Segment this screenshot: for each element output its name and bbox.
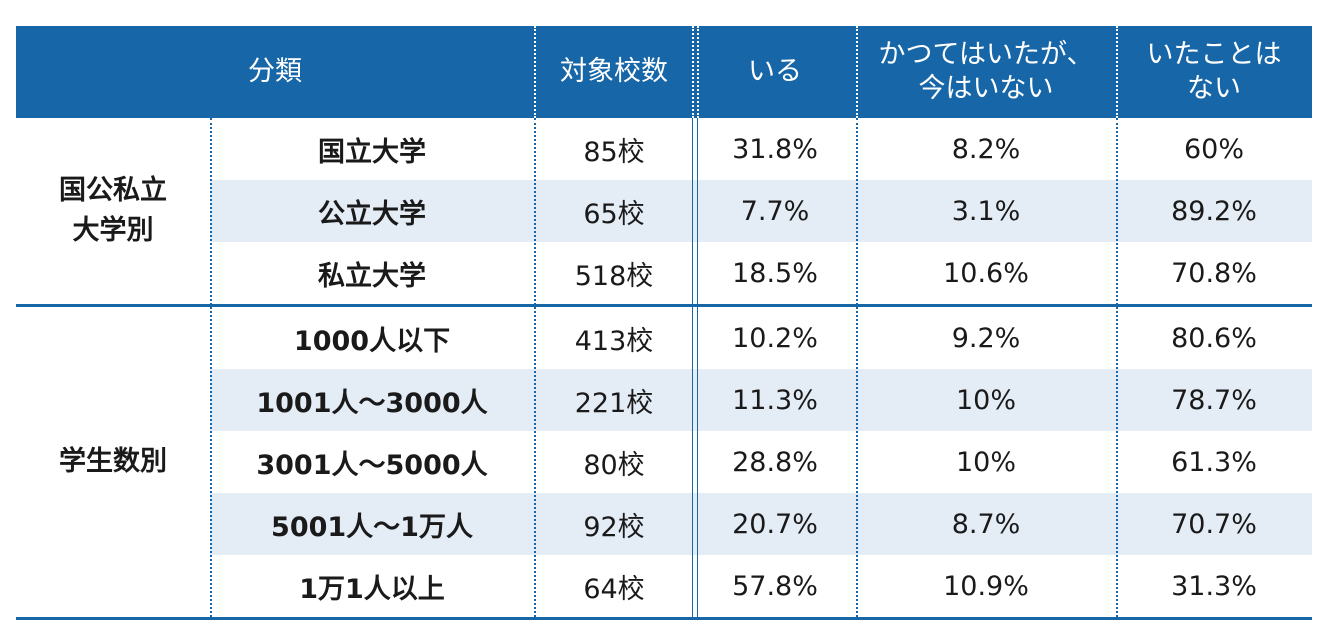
column-divider <box>534 118 536 617</box>
row-yes: 57.8% <box>732 570 818 602</box>
header-never-line1: いたことは <box>1146 39 1282 70</box>
header-never-line2: ない <box>1187 73 1241 104</box>
header-before: かつてはいたが、 今はいない <box>856 26 1116 118</box>
group-type-line2: 大学別 <box>72 215 154 246</box>
row-never: 70.8% <box>1171 257 1257 289</box>
row-before: 3.1% <box>951 195 1021 227</box>
row-yes: 11.3% <box>732 384 818 416</box>
row-yes: 31.8% <box>732 133 818 165</box>
row-before: 8.2% <box>951 133 1021 165</box>
header-before-line2: 今はいない <box>918 73 1054 104</box>
header-never: いたことは ない <box>1116 26 1312 118</box>
row-before: 9.2% <box>951 322 1021 354</box>
row-never: 31.3% <box>1171 570 1257 602</box>
row-yes: 18.5% <box>732 257 818 289</box>
row-before: 10% <box>955 384 1016 416</box>
table-bottom-rule <box>16 617 1312 620</box>
row-label: 公立大学 <box>318 198 426 230</box>
header-count-label: 対象校数 <box>560 56 668 87</box>
column-divider-double <box>692 118 698 617</box>
group-separator <box>16 304 1312 307</box>
header-category: 分類 <box>16 26 534 118</box>
row-never: 60% <box>1183 133 1244 165</box>
table-row: 5001人～1万人 92校 20.7% 8.7% 70.7% <box>210 493 1312 555</box>
row-never: 61.3% <box>1171 446 1257 478</box>
table-row: 国立大学 85校 31.8% 8.2% 60% <box>210 118 1312 180</box>
row-label: 1万1人以上 <box>299 573 445 605</box>
header-before-line1: かつてはいたが、 <box>878 39 1094 70</box>
header-category-label: 分類 <box>248 56 302 87</box>
group-size-line1: 学生数別 <box>59 446 167 477</box>
header-yes: いる <box>694 26 856 118</box>
row-yes: 10.2% <box>732 322 818 354</box>
row-label: 私立大学 <box>318 260 426 292</box>
row-count: 518校 <box>574 260 654 292</box>
row-count: 413校 <box>574 325 654 357</box>
header-divider <box>856 26 858 118</box>
row-label: 3001人～5000人 <box>256 449 488 481</box>
table-row: 公立大学 65校 7.7% 3.1% 89.2% <box>210 180 1312 242</box>
table-row: 1001人～3000人 221校 11.3% 10% 78.7% <box>210 369 1312 431</box>
row-count: 80校 <box>583 449 645 481</box>
row-count: 64校 <box>583 573 645 605</box>
group-type-line1: 国公私立 <box>59 175 167 206</box>
row-never: 80.6% <box>1171 322 1257 354</box>
row-label: 国立大学 <box>318 136 426 168</box>
row-never: 78.7% <box>1171 384 1257 416</box>
table-header: 分類 対象校数 いる かつてはいたが、 今はいない いたことは ない <box>16 26 1312 118</box>
column-divider <box>210 118 212 617</box>
header-divider <box>697 26 699 118</box>
row-label: 1001人～3000人 <box>256 387 488 419</box>
row-yes: 28.8% <box>732 446 818 478</box>
table-row: 私立大学 518校 18.5% 10.6% 70.8% <box>210 242 1312 304</box>
row-before: 10.6% <box>943 257 1029 289</box>
group-label-size: 学生数別 <box>16 307 210 617</box>
column-divider <box>1116 118 1118 617</box>
header-count: 対象校数 <box>534 26 694 118</box>
row-count: 65校 <box>583 198 645 230</box>
table-row: 1000人以下 413校 10.2% 9.2% 80.6% <box>210 307 1312 369</box>
header-divider <box>534 26 536 118</box>
table-row: 3001人～5000人 80校 28.8% 10% 61.3% <box>210 431 1312 493</box>
row-yes: 7.7% <box>740 195 810 227</box>
group-label-type: 国公私立 大学別 <box>16 118 210 304</box>
row-before: 8.7% <box>951 508 1021 540</box>
row-before: 10% <box>955 446 1016 478</box>
row-label: 1000人以下 <box>293 325 451 357</box>
row-yes: 20.7% <box>732 508 818 540</box>
row-count: 221校 <box>574 387 654 419</box>
row-never: 89.2% <box>1171 195 1257 227</box>
row-label: 5001人～1万人 <box>271 511 473 543</box>
header-divider <box>692 26 694 118</box>
column-divider <box>856 118 858 617</box>
row-count: 85校 <box>583 136 645 168</box>
header-divider <box>1116 26 1118 118</box>
table-row: 1万1人以上 64校 57.8% 10.9% 31.3% <box>210 555 1312 617</box>
row-never: 70.7% <box>1171 508 1257 540</box>
row-count: 92校 <box>583 511 645 543</box>
row-before: 10.9% <box>943 570 1029 602</box>
header-yes-label: いる <box>748 56 802 87</box>
